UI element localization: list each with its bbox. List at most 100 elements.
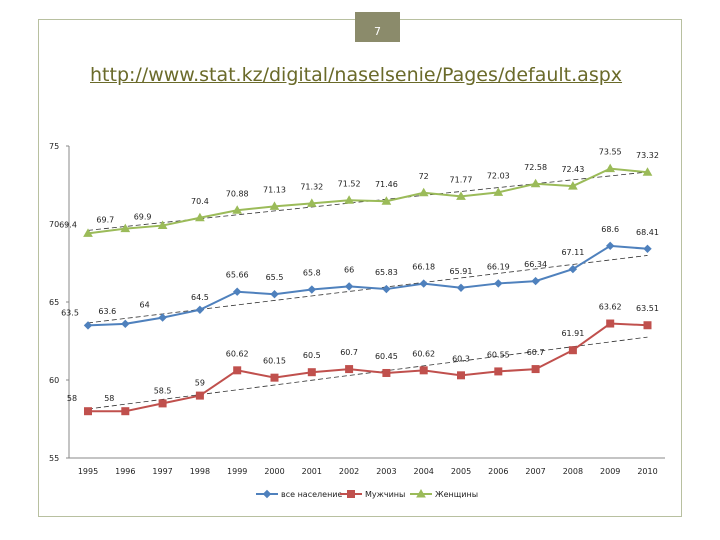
- x-tick-label: 1999: [227, 467, 247, 476]
- data-point: [83, 321, 93, 330]
- data-label: 66.19: [487, 262, 510, 271]
- data-point: [307, 285, 317, 294]
- data-point: [270, 373, 279, 382]
- data-label: 63.62: [599, 303, 622, 312]
- data-point: [642, 167, 653, 176]
- x-tick-label: 2010: [637, 467, 657, 476]
- x-tick-label: 2005: [451, 467, 471, 476]
- data-point: [382, 284, 391, 294]
- data-label: 60.5: [303, 351, 321, 360]
- y-tick-label: 55: [49, 454, 59, 463]
- data-point: [643, 321, 652, 330]
- data-point: [457, 371, 465, 380]
- legend-marker: [347, 490, 355, 498]
- data-point: [605, 241, 615, 251]
- data-label: 69.7: [96, 216, 114, 225]
- data-point: [232, 205, 243, 214]
- data-label: 66.34: [524, 260, 547, 269]
- x-tick-label: 1997: [152, 467, 172, 476]
- x-tick-label: 2002: [339, 467, 359, 476]
- trendline-1: [87, 336, 648, 410]
- data-label: 58: [67, 394, 77, 403]
- data-point: [195, 305, 205, 315]
- data-point: [157, 220, 168, 230]
- data-point: [195, 391, 204, 400]
- x-tick-label: 2008: [563, 467, 583, 476]
- data-point: [307, 368, 316, 377]
- series-line-0: [87, 244, 648, 327]
- data-point: [643, 244, 652, 254]
- legend-marker: [416, 488, 426, 498]
- data-label: 60.62: [412, 349, 435, 358]
- data-point: [158, 313, 167, 322]
- data-point: [530, 178, 541, 188]
- data-point: [84, 407, 92, 416]
- data-label: 60.62: [226, 349, 249, 358]
- data-label: 65.5: [266, 273, 284, 282]
- data-label: 69.4: [59, 220, 77, 229]
- data-point: [531, 365, 540, 374]
- x-tick-label: 2001: [302, 467, 322, 476]
- series-line-1: [88, 322, 648, 413]
- data-point: [606, 319, 615, 328]
- data-point: [494, 279, 503, 288]
- y-tick-label: 65: [49, 298, 59, 307]
- data-label: 60.55: [487, 350, 510, 359]
- data-point: [345, 365, 354, 374]
- data-label: 60.15: [263, 357, 286, 366]
- x-tick-label: 2003: [376, 467, 396, 476]
- data-label: 66.18: [412, 263, 435, 272]
- data-label: 65.83: [375, 268, 398, 277]
- data-point: [232, 287, 242, 296]
- data-label: 63.5: [61, 308, 79, 317]
- x-tick-label: 1996: [115, 467, 135, 476]
- data-label: 65.66: [226, 271, 249, 280]
- x-tick-label: 1995: [78, 467, 98, 476]
- data-point: [195, 212, 205, 222]
- x-tick-label: 2007: [525, 467, 545, 476]
- x-tick-label: 2000: [264, 467, 284, 476]
- data-label: 65.91: [450, 267, 473, 276]
- data-point: [120, 223, 131, 233]
- x-tick-label: 2009: [600, 467, 620, 476]
- source-link[interactable]: http://www.stat.kz/digital/naselsenie/Pa…: [90, 64, 623, 86]
- data-label: 72.03: [487, 171, 510, 180]
- data-label: 65.8: [303, 269, 321, 278]
- data-point: [494, 367, 503, 376]
- data-label: 71.52: [338, 179, 361, 188]
- data-label: 58: [104, 394, 114, 403]
- data-label: 60.45: [375, 352, 398, 361]
- data-point: [568, 181, 578, 190]
- data-label: 64.5: [191, 293, 209, 302]
- data-point: [83, 228, 93, 237]
- data-point: [568, 346, 577, 355]
- data-label: 71.32: [300, 182, 323, 191]
- data-point: [121, 407, 130, 416]
- data-label: 61.91: [561, 329, 584, 338]
- data-label: 69.9: [134, 213, 152, 222]
- x-tick-label: 2004: [414, 467, 434, 476]
- legend-label: Женщины: [435, 490, 478, 499]
- data-label: 72: [419, 172, 429, 181]
- data-label: 63.51: [636, 304, 659, 313]
- data-point: [233, 366, 242, 375]
- data-point: [605, 163, 616, 173]
- data-point: [381, 196, 392, 205]
- legend-label: Мужчины: [365, 490, 405, 499]
- data-label: 64: [140, 301, 150, 310]
- data-label: 71.77: [450, 175, 473, 184]
- data-label: 71.46: [375, 180, 398, 189]
- data-label: 60.7: [340, 348, 358, 357]
- x-tick-label: 1998: [190, 467, 210, 476]
- data-label: 59: [195, 379, 205, 388]
- data-point: [531, 276, 540, 286]
- y-tick-label: 75: [49, 142, 59, 151]
- data-label: 68.6: [601, 225, 619, 234]
- data-point: [456, 191, 466, 200]
- data-point: [493, 187, 504, 196]
- data-label: 58.5: [154, 386, 172, 395]
- data-point: [382, 368, 391, 377]
- data-point: [419, 366, 428, 375]
- data-label: 70.88: [226, 189, 249, 198]
